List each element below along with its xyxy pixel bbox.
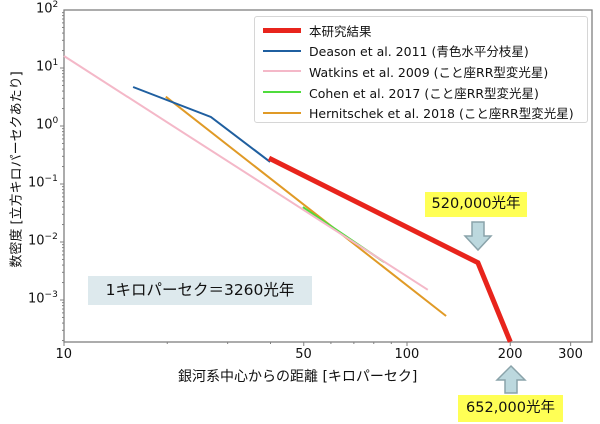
- legend-label: Cohen et al. 2017 (こと座RR型変光星): [309, 85, 539, 101]
- legend-item: Hernitschek et al. 2018 (こと座RR型変光星): [255, 103, 574, 123]
- callout-arrows: [463, 221, 527, 394]
- legend-item: 本研究結果: [255, 20, 372, 40]
- legend-swatch: [263, 111, 301, 114]
- y-axis-label: 数密度 [立方キロパーセクあたり]: [9, 71, 25, 268]
- series-line: [132, 86, 271, 163]
- series-line: [63, 55, 429, 291]
- x-tick-label: 50: [295, 347, 312, 362]
- legend-swatch: [263, 49, 301, 52]
- y-tick-label: 10−3: [28, 290, 58, 307]
- y-tick-label: 10−2: [28, 232, 58, 249]
- plot-frame: [63, 9, 593, 343]
- legend-swatch: [263, 70, 301, 73]
- down-arrow-icon: [463, 221, 493, 252]
- callout-652000-ly: 652,000光年: [458, 395, 563, 422]
- callout-520000-ly: 520,000光年: [425, 192, 527, 217]
- y-tick-label: 102: [36, 0, 59, 17]
- y-tick-label: 100: [36, 116, 59, 133]
- y-tick-label: 101: [36, 58, 59, 75]
- plot-axes: [60, 9, 593, 346]
- legend-item: Cohen et al. 2017 (こと座RR型変光星): [255, 82, 539, 102]
- legend-label: Deason et al. 2011 (青色水平分枝星): [309, 44, 529, 60]
- legend: 本研究結果 Deason et al. 2011 (青色水平分枝星) Watkins…: [254, 16, 588, 123]
- series-line: [165, 95, 447, 317]
- series-line: [267, 155, 513, 343]
- x-tick-label: 10: [55, 347, 73, 362]
- x-axis-label: 銀河系中心からの距離 [キロパーセク]: [178, 369, 418, 385]
- up-arrow-icon: [495, 364, 527, 394]
- legend-swatch: [263, 91, 301, 94]
- x-tick-label: 200: [497, 347, 523, 362]
- x-tick-label: 300: [558, 347, 583, 362]
- legend-item: Watkins et al. 2009 (こと座RR型変光星): [255, 61, 548, 81]
- legend-label: Watkins et al. 2009 (こと座RR型変光星): [309, 64, 549, 80]
- plot-series: [63, 55, 513, 343]
- y-tick-label: 10−1: [28, 174, 58, 191]
- legend-item: Deason et al. 2011 (青色水平分枝星): [255, 41, 529, 61]
- legend-swatch: [263, 27, 301, 33]
- x-tick-label: 100: [394, 347, 420, 362]
- legend-label: 本研究結果: [309, 23, 372, 39]
- kiloparsec-note: 1キロパーセク＝3260光年: [88, 276, 312, 305]
- legend-label: Hernitschek et al. 2018 (こと座RR型変光星): [309, 106, 574, 122]
